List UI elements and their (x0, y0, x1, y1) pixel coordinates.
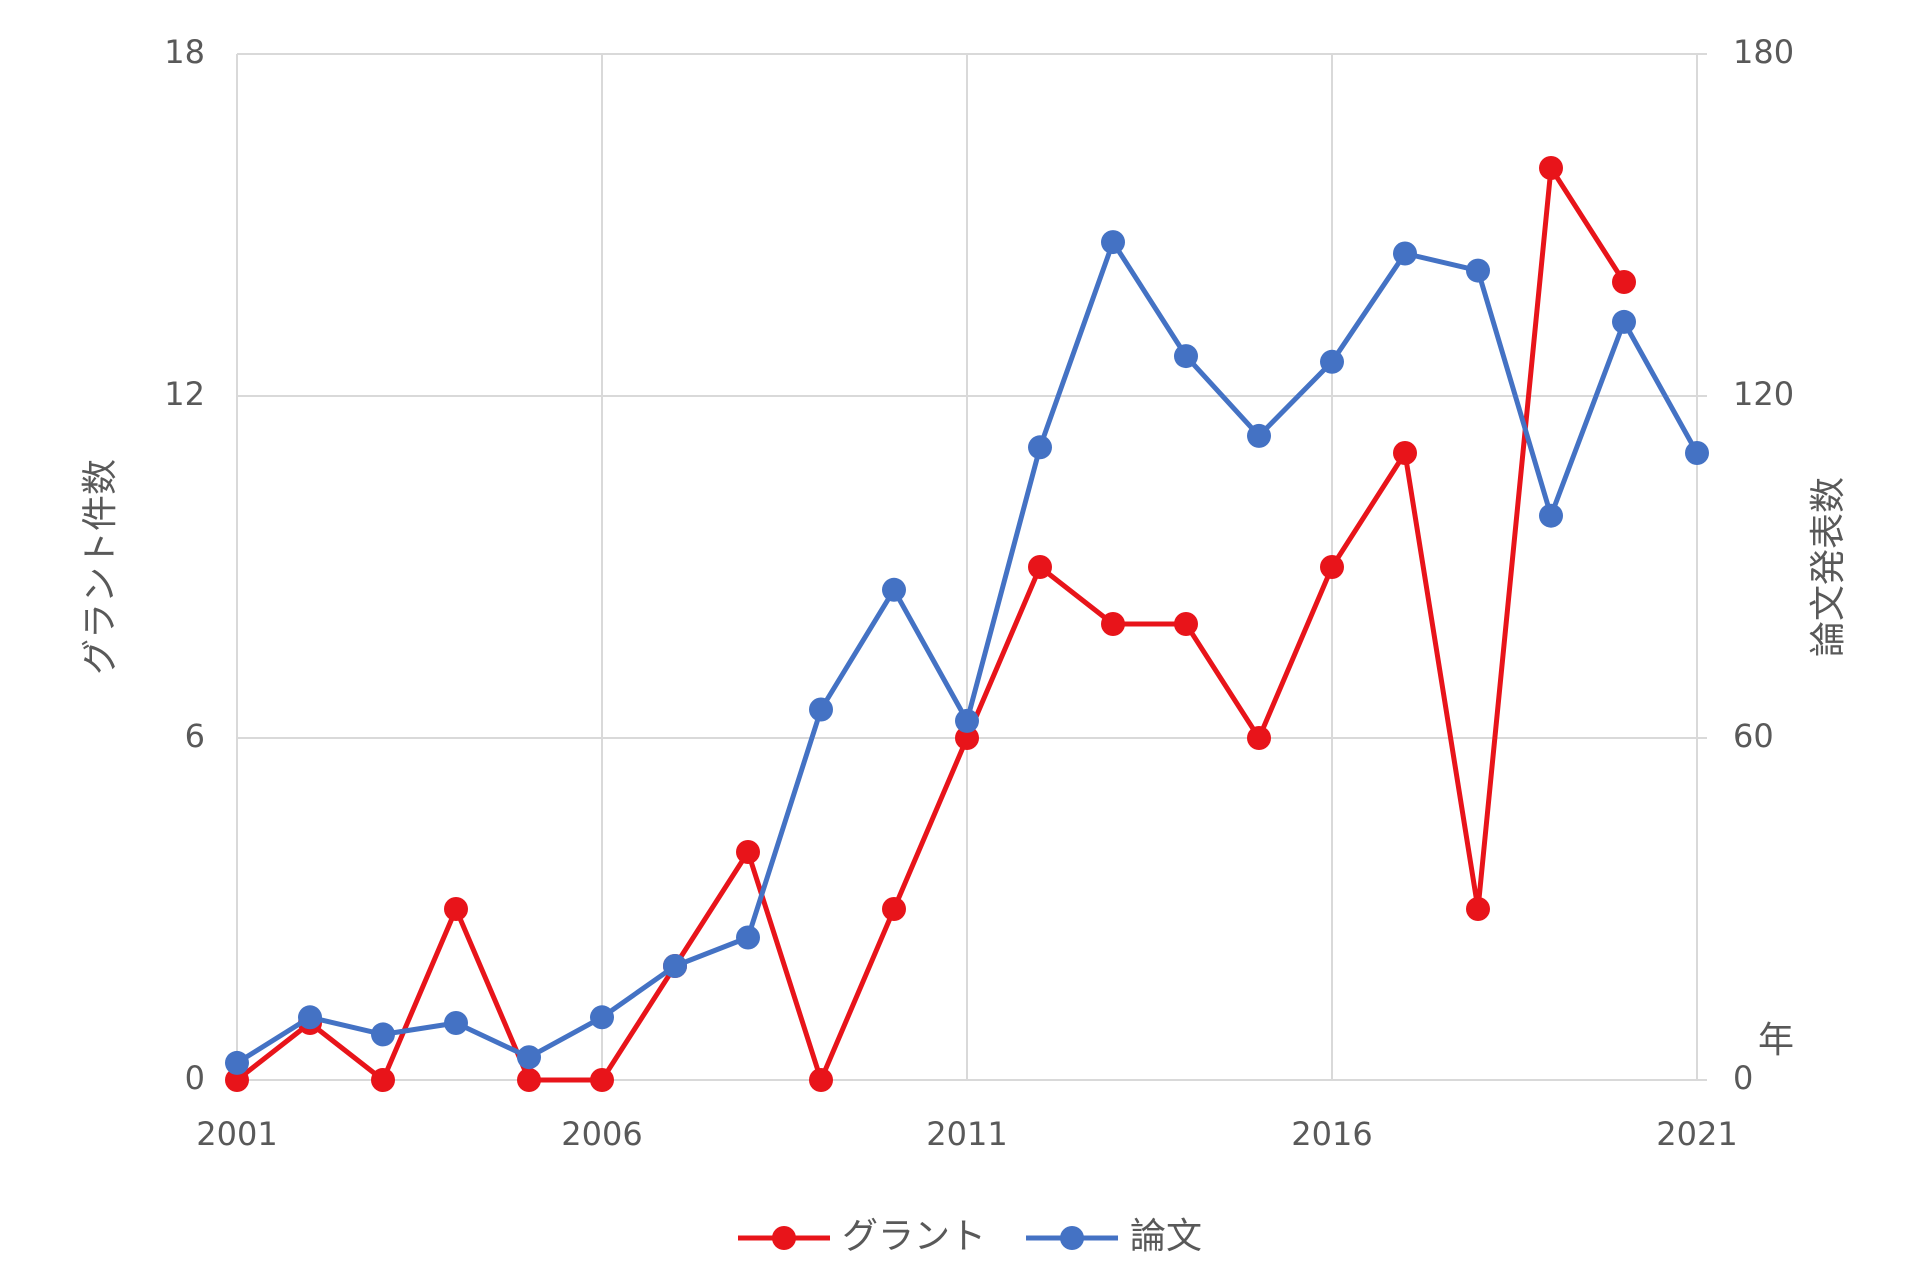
data-point (736, 840, 760, 864)
data-point (225, 1068, 249, 1092)
data-point (1685, 441, 1709, 465)
x-tick-label: 2011 (926, 1115, 1007, 1153)
data-point (1101, 612, 1125, 636)
y-tick-label: 18 (164, 33, 205, 71)
data-point (590, 1068, 614, 1092)
data-point (298, 1005, 322, 1030)
data-point (590, 1005, 614, 1030)
data-point (444, 1011, 468, 1035)
legend-label: 論文 (1130, 1216, 1202, 1257)
data-point (1539, 503, 1563, 528)
y2-axis-title: 論文発表数 (1808, 477, 1849, 657)
y2-tick-label: 60 (1733, 717, 1774, 755)
data-point (225, 1050, 249, 1075)
data-point (1247, 423, 1271, 448)
data-point (955, 708, 979, 733)
data-point (1466, 258, 1490, 283)
y2-tick-label: 0 (1733, 1059, 1753, 1097)
data-point (736, 925, 760, 950)
data-point (1028, 435, 1052, 460)
data-point (371, 1068, 395, 1092)
data-point (882, 577, 906, 602)
data-point (955, 726, 979, 750)
y2-tick-label: 180 (1733, 33, 1794, 71)
data-point (1320, 349, 1344, 374)
data-point (809, 1068, 833, 1092)
data-point (1101, 230, 1125, 255)
data-point (444, 897, 468, 921)
data-point (1393, 441, 1417, 465)
data-point (663, 954, 687, 978)
data-point (1393, 241, 1417, 266)
y2-tick-label: 120 (1733, 375, 1794, 413)
data-point (1320, 555, 1344, 579)
y-tick-label: 12 (164, 375, 205, 413)
legend-marker (772, 1226, 796, 1250)
data-point (1466, 897, 1490, 921)
data-point (1612, 309, 1636, 334)
x-axis-title: 年 (1758, 1020, 1794, 1061)
y-tick-label: 0 (185, 1059, 205, 1097)
x-tick-label: 2006 (561, 1115, 642, 1153)
series-line (235, 165, 1627, 1083)
data-point (1612, 270, 1636, 294)
data-point (371, 1022, 395, 1047)
x-tick-label: 2016 (1291, 1115, 1372, 1153)
data-point (1174, 344, 1198, 369)
data-point (882, 897, 906, 921)
data-point (1247, 726, 1271, 750)
x-tick-label: 2001 (196, 1115, 277, 1153)
data-point (517, 1045, 541, 1070)
x-tick-label: 2021 (1656, 1115, 1737, 1153)
legend-marker (1060, 1226, 1085, 1250)
data-point (1539, 156, 1563, 180)
data-point (1028, 555, 1052, 579)
y-axis-title: グラント件数 (80, 459, 121, 675)
data-point (1174, 612, 1198, 636)
y-tick-label: 6 (185, 717, 205, 755)
data-point (809, 697, 833, 722)
legend-label: グラント (842, 1216, 986, 1257)
data-point (517, 1068, 541, 1092)
